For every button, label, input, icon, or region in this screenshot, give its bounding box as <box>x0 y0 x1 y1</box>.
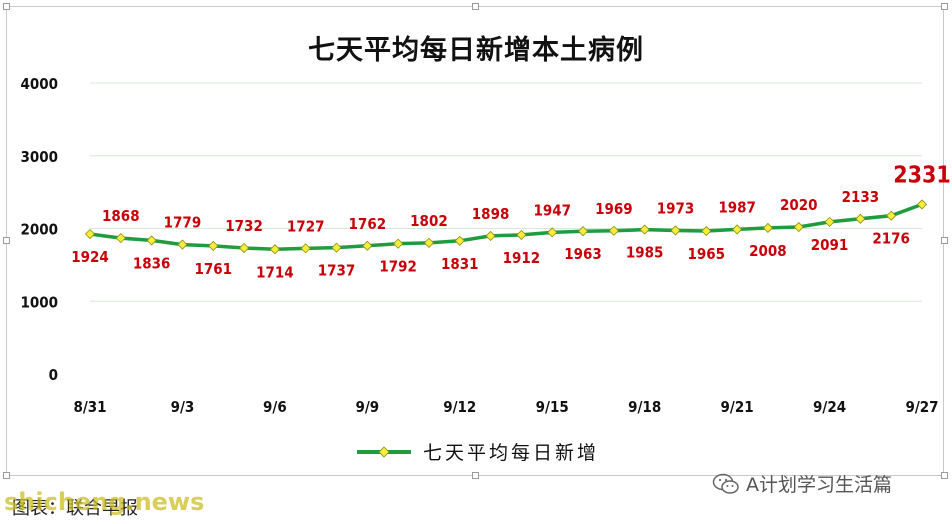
y-tick-label: 3000 <box>20 148 58 166</box>
data-label: 1732 <box>225 217 263 235</box>
data-label: 1868 <box>102 207 140 225</box>
data-point <box>547 227 558 238</box>
legend-swatch <box>357 445 411 458</box>
series-line <box>89 202 923 252</box>
data-point <box>916 199 928 210</box>
data-label-latest: 2331 <box>893 162 951 188</box>
wechat-icon <box>712 473 739 494</box>
data-point <box>146 235 157 246</box>
data-point <box>331 242 342 253</box>
data-point <box>239 242 250 254</box>
data-point <box>393 238 404 249</box>
resize-handle-top-left[interactable] <box>3 3 10 10</box>
data-label: 1947 <box>533 201 571 219</box>
x-tick-label: 9/3 <box>171 398 195 416</box>
resize-handle-top-right[interactable] <box>941 3 948 10</box>
y-tick-label: 1000 <box>20 293 58 311</box>
x-tick-label: 9/9 <box>355 398 379 416</box>
x-tick-label: 9/6 <box>263 398 287 416</box>
data-point <box>300 243 311 254</box>
data-label: 2020 <box>780 196 818 214</box>
data-point <box>84 228 96 240</box>
data-point <box>454 235 465 246</box>
chart-title: 七天平均每日新增本土病例 <box>308 35 644 66</box>
data-point <box>608 225 619 236</box>
data-label: 1963 <box>564 245 602 263</box>
data-label: 1762 <box>349 215 387 233</box>
x-tick-label: 9/27 <box>905 398 938 416</box>
data-point <box>824 216 835 227</box>
y-tick-label: 0 <box>49 366 58 384</box>
wechat-account-name: A计划学习生活篇 <box>746 474 892 496</box>
y-tick-label: 4000 <box>20 75 58 93</box>
data-label: 1761 <box>194 260 232 278</box>
data-label: 1924 <box>71 248 109 266</box>
data-label: 2008 <box>749 242 787 260</box>
data-label: 1985 <box>626 244 664 262</box>
x-tick-label: 8/31 <box>73 398 106 416</box>
y-tick-label: 2000 <box>20 221 58 239</box>
data-point <box>362 240 373 251</box>
data-point <box>732 224 743 235</box>
data-label: 1779 <box>164 214 202 232</box>
x-tick-label: 9/18 <box>628 398 661 416</box>
data-label: 1792 <box>379 258 417 276</box>
data-label: 2133 <box>842 188 880 206</box>
data-label: 1969 <box>595 200 633 218</box>
chart-credit: 图表：联合早报 <box>12 498 138 519</box>
data-point <box>855 213 866 224</box>
data-label: 1831 <box>441 255 479 273</box>
watermark: shicheng.news <box>4 488 205 516</box>
resize-handle-middle-right[interactable] <box>941 237 948 244</box>
x-tick-label: 9/12 <box>443 398 476 416</box>
data-label: 1737 <box>318 262 356 280</box>
data-label: 1802 <box>410 212 448 230</box>
data-point <box>762 222 773 233</box>
data-label: 2091 <box>811 236 849 254</box>
data-point <box>577 226 589 237</box>
data-point <box>423 237 435 248</box>
data-label: 1714 <box>256 263 294 281</box>
data-point <box>670 225 681 236</box>
resize-handle-bottom-center[interactable] <box>472 472 479 479</box>
data-label: 1836 <box>133 254 171 272</box>
legend: 七天平均每日新增 <box>355 438 599 465</box>
data-point <box>701 225 712 237</box>
data-point <box>886 210 897 221</box>
data-label: 2176 <box>872 230 910 248</box>
data-point <box>793 221 804 233</box>
x-tick-label: 9/24 <box>813 398 846 416</box>
data-point <box>639 224 650 235</box>
data-label: 1965 <box>688 245 726 263</box>
resize-handle-bottom-left[interactable] <box>3 472 10 479</box>
data-label: 1898 <box>472 205 510 223</box>
data-point <box>208 240 219 251</box>
resize-handle-bottom-right[interactable] <box>941 472 948 479</box>
data-point <box>115 233 126 244</box>
resize-handle-middle-left[interactable] <box>3 237 10 244</box>
resize-handle-top-center[interactable] <box>472 3 479 10</box>
data-label: 1727 <box>287 217 325 235</box>
data-label: 1987 <box>718 198 756 216</box>
data-point <box>485 230 496 241</box>
data-label: 1973 <box>657 199 695 217</box>
x-tick-label: 9/21 <box>721 398 754 416</box>
data-point <box>177 239 188 250</box>
data-point <box>516 229 527 240</box>
wechat-account: A计划学习生活篇 <box>712 470 892 497</box>
data-label: 1912 <box>503 249 541 267</box>
x-tick-label: 9/15 <box>536 398 569 416</box>
legend-label: 七天平均每日新增 <box>423 442 600 464</box>
data-point <box>269 244 280 255</box>
